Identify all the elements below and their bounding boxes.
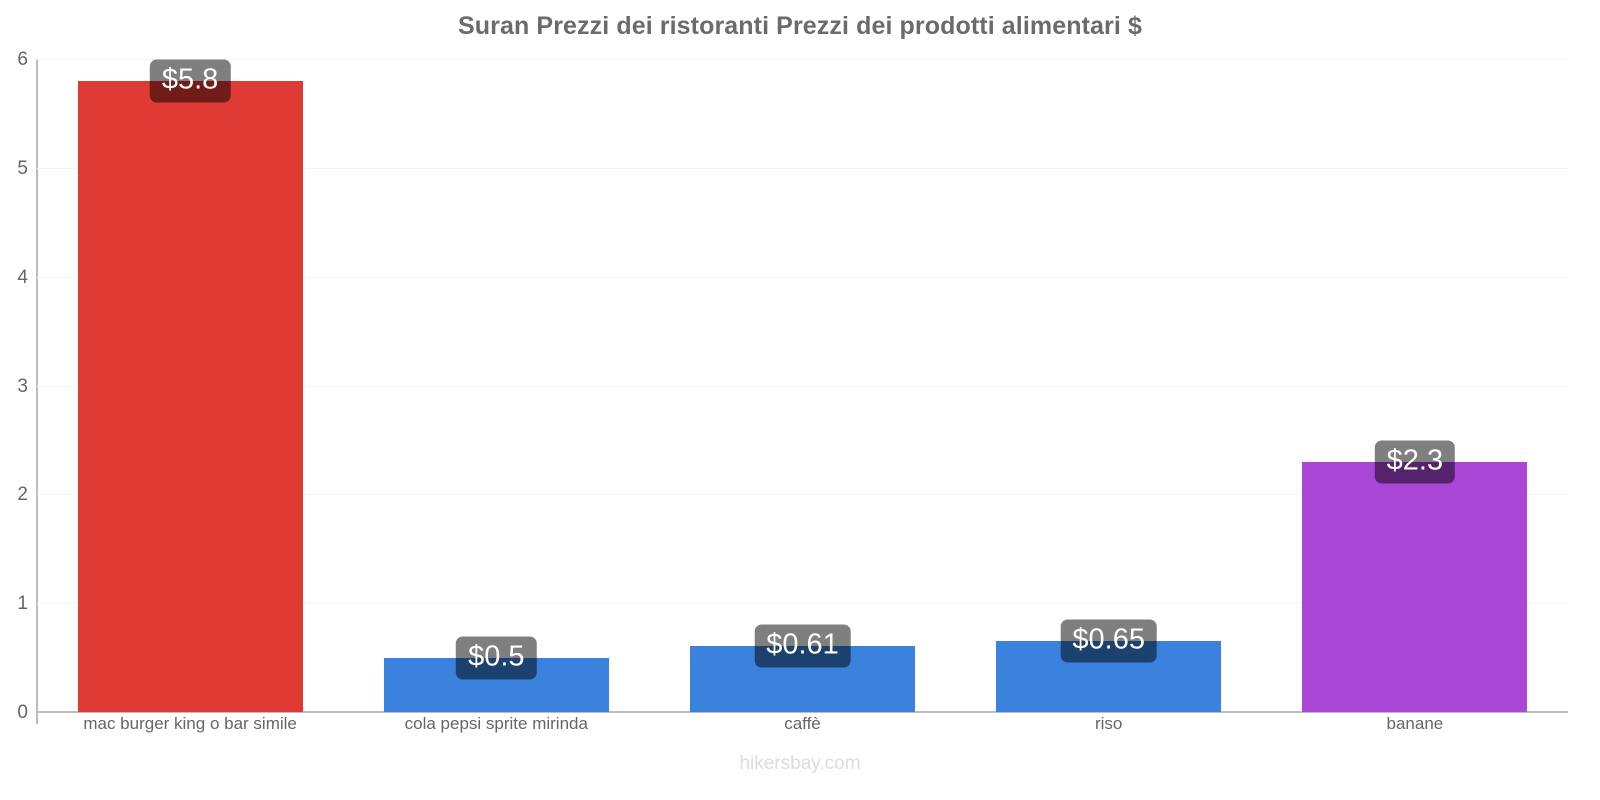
bar-value-label: $0.5 xyxy=(456,636,537,680)
gridline xyxy=(37,385,1568,387)
gridline xyxy=(37,59,1568,60)
x-axis-line xyxy=(37,711,1568,713)
bar-value-label: $0.61 xyxy=(754,624,851,668)
y-axis-tick-label: 0 xyxy=(17,702,28,723)
x-axis-tick-label: caffè xyxy=(784,714,821,733)
bar-value-label: $2.3 xyxy=(1374,440,1456,484)
gridline xyxy=(37,276,1568,278)
y-axis-tick-label: 3 xyxy=(17,375,28,397)
y-axis-tick-label: 1 xyxy=(17,593,28,615)
footer-credit: hikersbay.com xyxy=(739,753,861,774)
y-axis-tick-label: 6 xyxy=(17,49,28,70)
bar-value-label: $0.65 xyxy=(1060,619,1157,663)
gridline xyxy=(37,167,1568,169)
bar[interactable] xyxy=(77,80,303,712)
y-axis-tick-label: 5 xyxy=(17,157,28,179)
y-axis-tick-label: 4 xyxy=(17,266,28,288)
bar[interactable] xyxy=(1302,461,1528,712)
gridline xyxy=(37,494,1568,496)
y-axis-line xyxy=(36,59,38,724)
y-axis-tick-label: 2 xyxy=(17,484,28,506)
gridline xyxy=(37,603,1568,605)
plot-area: $5.8 $0.5 $0.61 $0.65 $2.3 xyxy=(37,59,1568,712)
chart-title: Suran Prezzi dei ristoranti Prezzi dei p… xyxy=(458,12,1142,40)
x-axis-tick-label: riso xyxy=(1094,714,1123,733)
bar-value-label: $5.8 xyxy=(149,59,231,103)
x-axis-tick-label: mac burger king o bar simile xyxy=(83,714,297,733)
x-axis-tick-label: cola pepsi sprite mirinda xyxy=(404,714,588,733)
x-axis-tick-label: banane xyxy=(1386,714,1444,733)
